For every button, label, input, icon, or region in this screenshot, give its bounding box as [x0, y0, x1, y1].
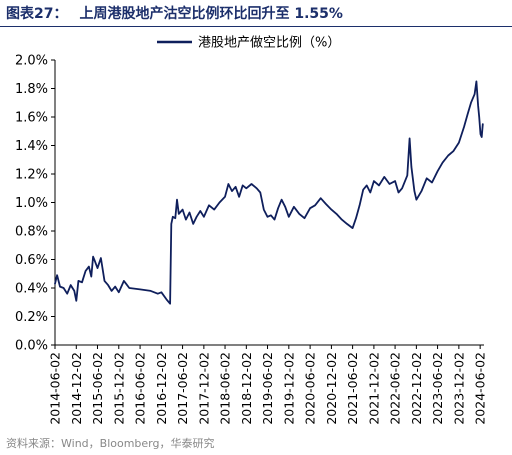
- x-tick-label: 2018-12-02: [239, 352, 254, 425]
- y-tick-label: 0.0%: [15, 339, 48, 354]
- x-tick-label: 2015-06-02: [90, 352, 105, 425]
- x-tick-label: 2016-06-02: [133, 352, 148, 425]
- y-axis: 0.0% 0.2% 0.4% 0.6% 0.8% 1.0% 1.2% 1.4% 1.6% 1.8%…: [15, 54, 56, 354]
- legend-label: 港股地产做空比例（%）: [198, 36, 340, 51]
- x-tick-label: 2021-06-02: [345, 352, 360, 425]
- x-tick-label: 2020-06-02: [303, 352, 318, 425]
- y-tick-label: 0.4%: [15, 282, 48, 297]
- y-tick-label: 1.6%: [15, 111, 48, 126]
- y-tick-label: 0.6%: [15, 253, 48, 268]
- y-tick-label: 1.8%: [15, 82, 48, 97]
- y-tick-label: 1.0%: [15, 196, 48, 211]
- x-tick-label: 2018-06-02: [218, 352, 233, 425]
- line-chart: 0.0% 0.2% 0.4% 0.6% 0.8% 1.0% 1.2% 1.4% 1.6% 1.8%…: [15, 36, 488, 425]
- title-bar: 图表27： 上周港股地产沽空比例环比回升至 1.55%: [0, 0, 512, 27]
- x-tick-label: 2022-12-02: [409, 352, 424, 425]
- figure-label: 图表27：: [6, 6, 68, 22]
- x-tick-label: 2024-06-02: [473, 352, 488, 425]
- x-tick-label: 2019-06-02: [260, 352, 275, 425]
- series-group: [54, 80, 484, 305]
- x-tick-label: 2016-12-02: [154, 352, 169, 425]
- y-tick-label: 1.2%: [15, 168, 48, 183]
- y-tick-label: 2.0%: [15, 54, 48, 69]
- x-tick-label: 2014-06-02: [48, 352, 63, 425]
- x-tick-label: 2017-06-02: [175, 352, 190, 425]
- x-tick-label: 2023-12-02: [451, 352, 466, 425]
- y-tick-label: 0.8%: [15, 225, 48, 240]
- source-note: 资料来源：Wind，Bloomberg，华泰研究: [6, 437, 215, 450]
- x-tick-label: 2021-12-02: [366, 352, 381, 425]
- y-tick-label: 0.2%: [15, 310, 48, 325]
- series-line: [54, 80, 484, 305]
- x-tick-label: 2022-06-02: [388, 352, 403, 425]
- x-tick-label: 2019-12-02: [281, 352, 296, 425]
- legend: 港股地产做空比例（%）: [157, 36, 340, 51]
- figure-title: 图表27： 上周港股地产沽空比例环比回升至 1.55%: [6, 3, 343, 23]
- x-tick-label: 2014-12-02: [69, 352, 84, 425]
- x-tick-label: 2017-12-02: [196, 352, 211, 425]
- x-tick-label: 2023-06-02: [430, 352, 445, 425]
- x-axis: 2014-06-02 2014-12-02 2015-06-02 2015-12-02…: [48, 344, 488, 425]
- y-tick-label: 1.4%: [15, 139, 48, 154]
- x-tick-label: 2015-12-02: [111, 352, 126, 425]
- x-tick-label: 2020-12-02: [324, 352, 339, 425]
- figure-title-text: 上周港股地产沽空比例环比回升至 1.55%: [79, 6, 343, 22]
